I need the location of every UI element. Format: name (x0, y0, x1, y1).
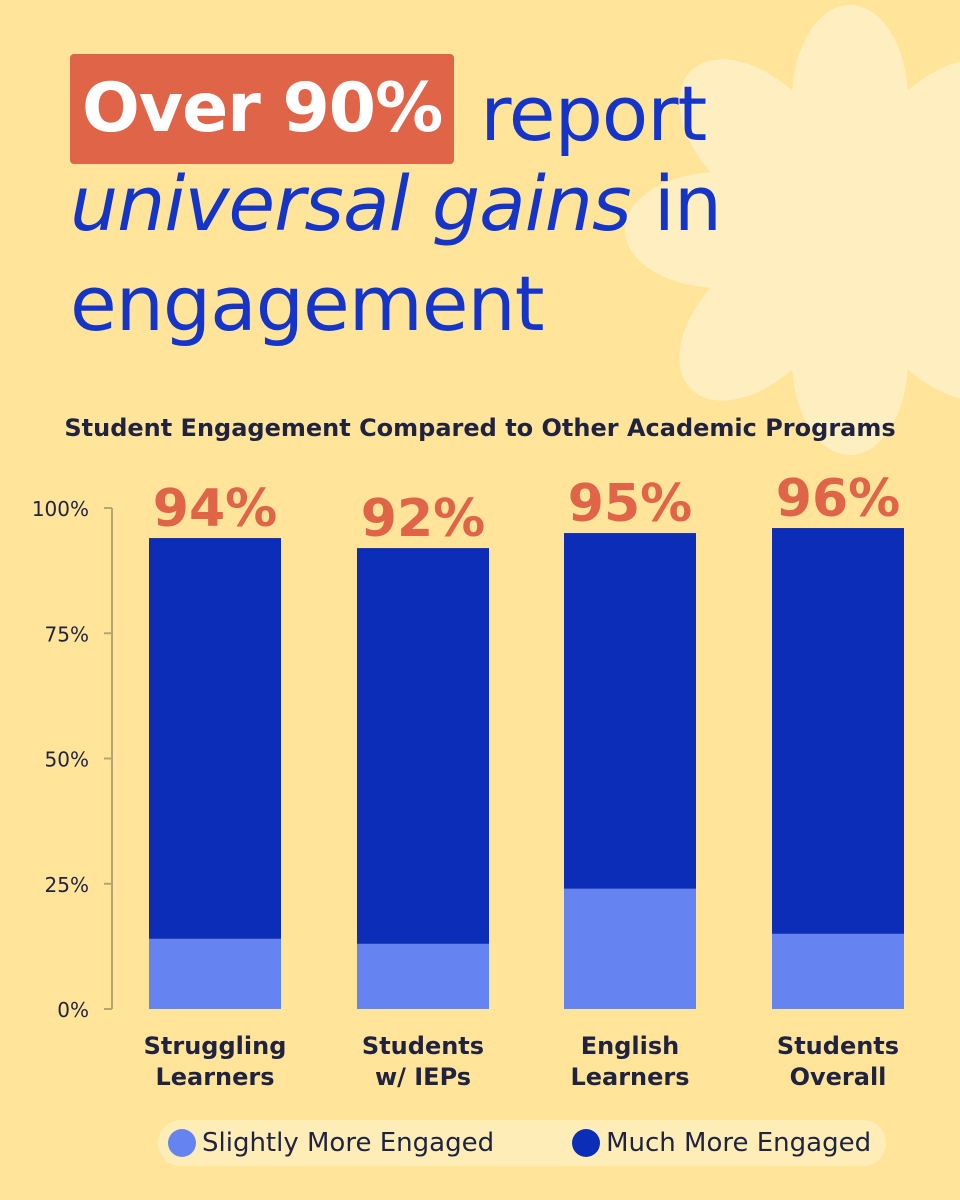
bar-segment-slightly (149, 938, 281, 1009)
bar-segment-much (564, 533, 696, 889)
y-tick-label: 50% (45, 748, 89, 772)
flower-decoration (625, 5, 960, 455)
bar-total-label: 92% (361, 489, 485, 549)
y-tick-label: 100% (32, 497, 89, 521)
x-category-label: Learners (570, 1063, 689, 1091)
x-category-label: Students (362, 1032, 484, 1060)
x-category-label: w/ IEPs (375, 1063, 471, 1091)
legend-item-much: Much More Engaged (572, 1128, 871, 1158)
x-category-label: English (581, 1032, 679, 1060)
chart-title: Student Engagement Compared to Other Aca… (64, 414, 896, 442)
y-tick-label: 0% (57, 998, 89, 1022)
bar-total-label: 94% (153, 479, 277, 539)
legend-item-slightly: Slightly More Engaged (168, 1128, 494, 1158)
legend-label-much: Much More Engaged (606, 1128, 872, 1158)
bar-segment-much (357, 548, 489, 944)
x-category-label: Struggling (144, 1032, 287, 1060)
bar-segment-much (772, 528, 904, 934)
bar-segment-much (149, 538, 281, 939)
headline-in: in (653, 159, 722, 248)
legend-label-slightly: Slightly More Engaged (202, 1128, 495, 1158)
stacked-bar-chart: 0% 25% 50% 75% 100% 94% Struggling Learners 92% S… (32, 469, 904, 1091)
x-category-label: Overall (790, 1063, 887, 1091)
headline-highlight: Over 90% (70, 54, 455, 164)
headline-report: report (480, 69, 707, 158)
bar-total-label: 95% (568, 474, 692, 534)
headline-emphasis: universal gains (70, 159, 632, 248)
y-tick-label: 75% (45, 622, 89, 646)
x-category-label: Students (777, 1032, 899, 1060)
headline-line-3: engagement (70, 259, 545, 348)
headline-line-1: Over 90% report (70, 54, 890, 164)
flower-center (730, 110, 960, 350)
chart-legend: Slightly More Engaged Much More Engaged (158, 1120, 886, 1166)
legend-swatch-slightly (168, 1129, 196, 1157)
headline-line-2: universal gains in (70, 154, 890, 254)
bar-segment-slightly (564, 888, 696, 1009)
bar-total-label: 96% (776, 469, 900, 529)
headline: Over 90% report universal gains in engage… (70, 54, 890, 354)
y-tick-label: 25% (45, 873, 89, 897)
bar-segment-slightly (772, 933, 904, 1009)
bar-segment-slightly (357, 943, 489, 1009)
x-category-label: Learners (155, 1063, 274, 1091)
legend-swatch-much (572, 1129, 601, 1157)
